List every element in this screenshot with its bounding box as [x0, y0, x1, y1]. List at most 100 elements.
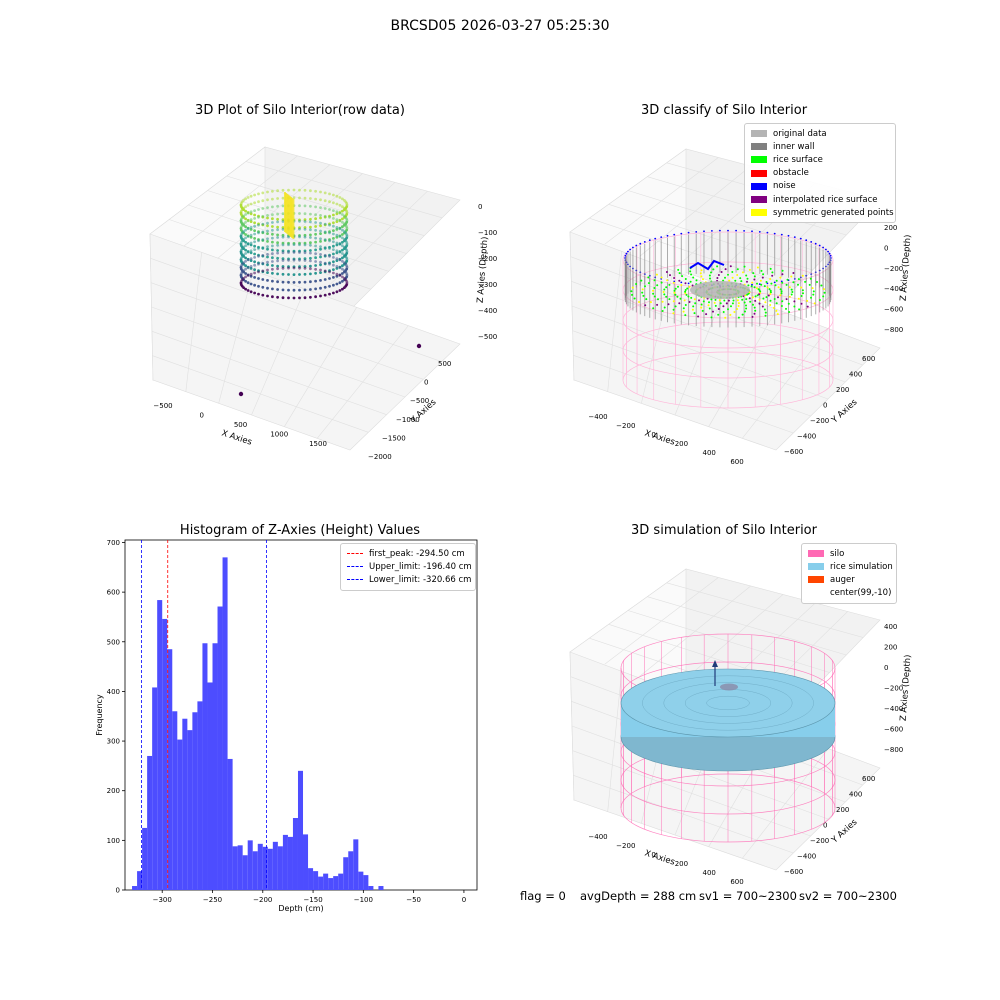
histogram-bar [202, 643, 208, 890]
raw-point [266, 232, 269, 236]
raw-point [261, 214, 265, 218]
classify-noise-point [680, 281, 683, 284]
classify-surface-point [822, 295, 825, 298]
raw-point [253, 217, 256, 220]
raw-point [253, 232, 256, 236]
raw-point [335, 218, 339, 222]
classify-noise-point [735, 229, 737, 232]
raw-point [309, 233, 312, 237]
raw-z-tick: −400 [478, 307, 497, 315]
classify-noise-point [818, 244, 821, 247]
classify-surface-point [774, 284, 777, 287]
raw-point [341, 197, 344, 201]
raw-point [332, 244, 335, 248]
raw-point [328, 223, 331, 227]
legend-swatch [751, 169, 767, 177]
classify-noise-point [751, 283, 753, 286]
histogram-bar [318, 876, 324, 890]
classify-surface-point [755, 287, 758, 290]
raw-point [281, 259, 285, 262]
raw-point [257, 247, 260, 250]
raw-point [246, 281, 250, 285]
histogram-bar [132, 886, 138, 890]
raw-point [345, 202, 349, 205]
raw-point [323, 207, 327, 210]
raw-point [298, 235, 301, 239]
raw-point [319, 240, 322, 243]
raw-point [328, 292, 331, 296]
classify-surface-point [702, 300, 705, 303]
classify-surface-point [684, 282, 687, 285]
raw-point [253, 209, 256, 213]
simulation-x-tick: 600 [730, 878, 743, 886]
raw-point [309, 267, 312, 271]
raw-point [341, 209, 344, 213]
classify-surface-point [688, 301, 691, 303]
simulation-auger-tip [712, 660, 718, 667]
raw-point [303, 266, 307, 270]
classify-original-data-patch [690, 281, 750, 299]
raw-point [290, 197, 292, 237]
raw-point [341, 225, 344, 229]
raw-point [314, 279, 317, 283]
raw-point [281, 272, 285, 276]
histogram-bar [152, 687, 158, 890]
classify-surface-point [820, 284, 823, 287]
raw-point [287, 195, 290, 235]
simulation-x-label: X Axies [643, 848, 676, 867]
classify-surface-point [737, 302, 740, 305]
histogram-y-tick: 700 [107, 539, 120, 547]
legend-swatch [751, 209, 767, 217]
raw-point [323, 253, 327, 257]
raw-point [309, 204, 312, 208]
classify-surface-point [741, 298, 744, 301]
classify-noise-point [829, 254, 832, 257]
status-avg-depth: avgDepth = 288 cm [580, 889, 697, 903]
simulation-rice-mesh [706, 696, 750, 711]
raw-point [261, 238, 265, 242]
classify-surface-point [741, 313, 744, 316]
classify-noise-point [648, 239, 651, 242]
raw-point [266, 260, 269, 264]
raw-point [261, 230, 265, 234]
classify-surface-point [753, 306, 756, 309]
raw-point [303, 288, 307, 292]
classify-surface-point [677, 268, 680, 271]
classify-surface-point [676, 295, 679, 298]
raw-point [341, 233, 344, 236]
simulation-x-tick: −400 [588, 833, 607, 841]
classify-noise-point [810, 241, 813, 243]
classify-surface-point [777, 286, 780, 289]
simulation-y-tick: 400 [849, 791, 862, 799]
classify-surface-point [753, 275, 756, 278]
classify-surface-point [769, 291, 772, 294]
raw-point [266, 198, 269, 202]
raw-point [332, 232, 335, 236]
raw-point [276, 241, 279, 245]
simulation-legend-entry: rice simulation [808, 560, 893, 573]
raw-point [249, 218, 253, 222]
raw-point [266, 214, 269, 217]
histogram-x-tick: −300 [153, 896, 172, 904]
raw-point [319, 247, 322, 251]
raw-point [249, 228, 253, 231]
histogram-y-tick: 300 [107, 738, 120, 746]
raw-point [292, 281, 296, 284]
classify-surface-point [745, 304, 747, 307]
raw-point [253, 244, 256, 248]
classify-surface-point [769, 299, 772, 302]
raw-point [341, 244, 344, 248]
raw-point [314, 264, 317, 267]
legend-label: Lower_limit: -320.66 cm [369, 574, 472, 585]
raw-point [335, 226, 339, 229]
classify-surface-point [823, 291, 826, 294]
raw-point [242, 214, 246, 218]
classify-surface-point [719, 302, 722, 305]
raw-point [328, 262, 331, 266]
classify-legend-entry: original data [751, 127, 889, 140]
classify-surface-point [707, 304, 710, 307]
raw-point [309, 243, 312, 247]
classify-surface-point [652, 289, 654, 292]
classify-surface-point [800, 302, 803, 305]
raw-point [332, 291, 335, 295]
